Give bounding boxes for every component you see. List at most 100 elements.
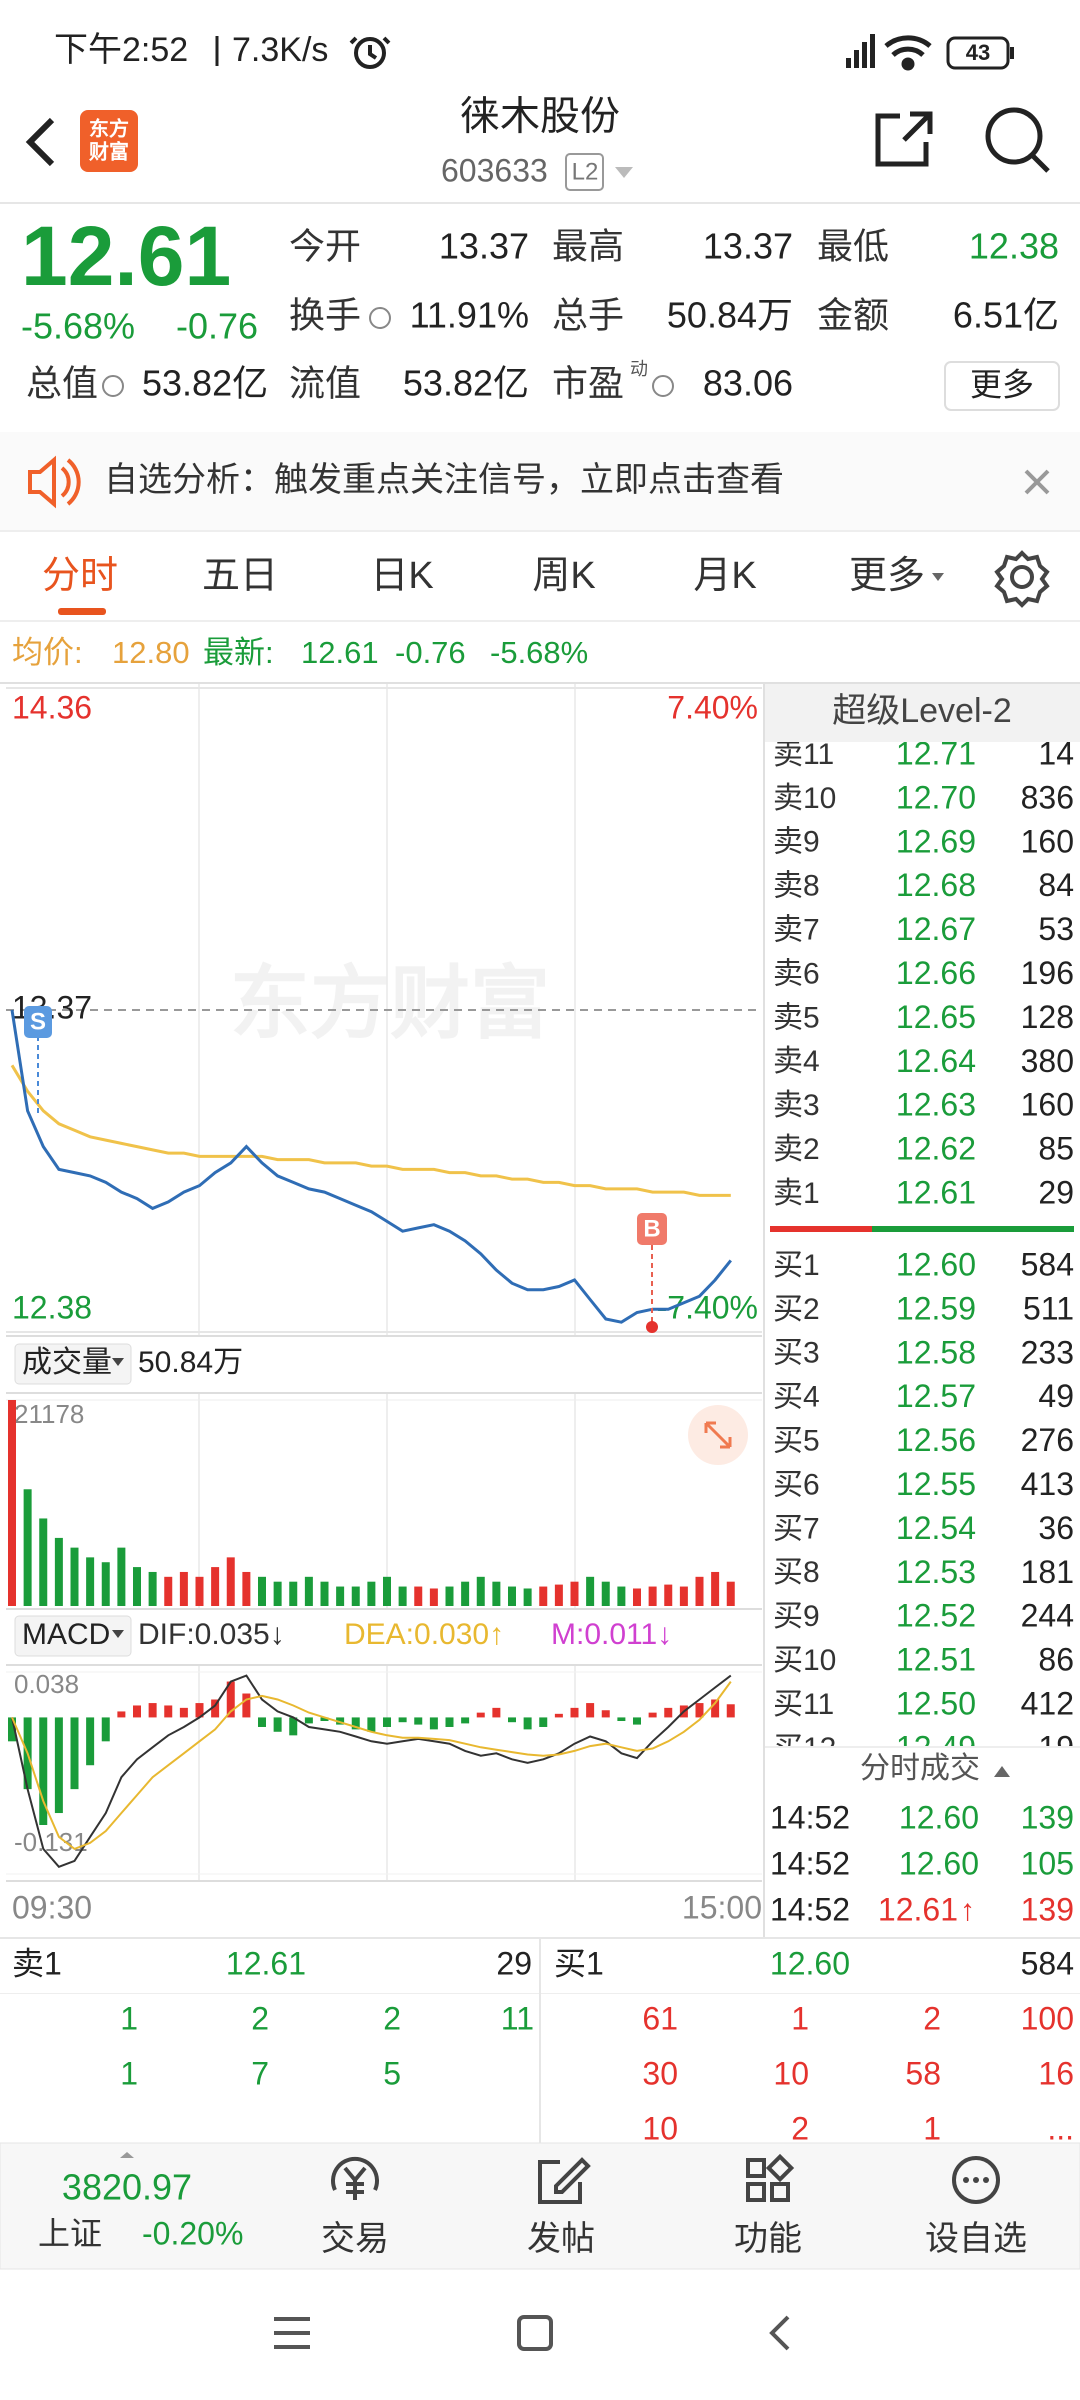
divider [6,1880,762,1882]
tab[interactable]: 五日 [202,555,278,597]
trade-volume: 139 [1021,1799,1074,1835]
tab[interactable]: 周K [532,555,595,597]
stat-label: 总手 [552,295,624,336]
volume-selector[interactable] [14,1343,132,1385]
volume-bar [508,1586,516,1606]
volume-bar [70,1547,79,1606]
function-icon[interactable] [746,2153,795,2202]
level2-header[interactable] [765,684,1080,742]
macd-bar [86,1717,95,1766]
volume-bar [367,1581,376,1606]
volume-bar [242,1571,251,1606]
book-volume: 86 [1038,1642,1074,1678]
depth-volume: 584 [1021,1945,1074,1981]
menu-button[interactable] [274,2317,310,2349]
indicator-selector[interactable] [14,1615,132,1657]
panel-title: 成交量 [22,1346,112,1379]
trade-icon[interactable] [331,2156,379,2200]
depth-cell: 11 [501,2000,534,2036]
book-volume: 29 [1038,1174,1074,1210]
depth-price: 12.61 [226,1945,306,1981]
notice-bar[interactable] [0,432,1080,530]
more-button[interactable] [944,361,1060,411]
divider [539,1939,541,2143]
macd-bar [179,1707,188,1718]
stat-label: 金额 [817,295,889,336]
macd-bar [336,1717,345,1725]
tab[interactable]: 分时 [42,555,118,597]
close-button[interactable] [1024,469,1050,495]
expand-arrow[interactable] [120,2152,134,2158]
y-tick-label: 12.38 [12,1289,92,1325]
tab[interactable]: 更多 [849,555,925,597]
battery [946,36,1010,70]
marker-badge [24,1006,52,1038]
book-volume: 412 [1021,1685,1074,1721]
tab[interactable]: 月K [693,555,756,597]
book-label: 卖11 [773,738,834,771]
depth-cell: ... [1047,2110,1074,2146]
volume-bar [617,1586,626,1606]
stat-label: 今开 [289,226,361,267]
depth-cell: 100 [1021,2000,1074,2036]
book-label: 买1 [773,1249,820,1282]
search-button[interactable] [985,107,1050,173]
book-price: 12.56 [896,1422,976,1458]
index-change: -0.20% [142,2215,243,2251]
macd-bar [226,1681,235,1718]
macd-bar [117,1711,126,1718]
volume-bar [476,1576,485,1606]
expand-button[interactable] [688,1405,748,1465]
macd-bar [461,1717,470,1724]
book-price: 12.70 [896,779,976,815]
back-button[interactable] [25,117,55,167]
book-price: 12.67 [896,911,976,947]
stat-label: 最高 [552,226,624,267]
volume-bar [695,1576,704,1606]
book-volume: 511 [1023,1290,1074,1326]
volume-bar [461,1581,470,1606]
dropdown-arrow[interactable] [932,573,944,581]
back-nav-button[interactable] [769,2315,790,2351]
volume-bar [304,1576,313,1606]
nav-label[interactable]: 设自选 [925,2220,1027,2258]
volume-bar [86,1557,95,1606]
dropdown-arrow[interactable] [615,167,633,178]
macd-bar [70,1717,79,1790]
level2-title: 超级Level-2 [832,692,1012,730]
divider [6,1392,762,1394]
book-price: 12.59 [896,1290,976,1326]
share-button[interactable] [875,111,933,167]
tab[interactable]: 日K [370,555,433,597]
post-icon[interactable] [538,2157,591,2204]
book-volume: 53 [1038,911,1074,947]
nav-label[interactable]: 发帖 [527,2220,595,2258]
legend-label: DEA:0.030↑ [344,1618,504,1651]
trade-volume: 105 [1021,1845,1074,1881]
nav-label[interactable]: 功能 [734,2220,802,2258]
home-button[interactable] [517,2315,553,2351]
book-price: 12.69 [896,823,976,859]
stat-value: 13.37 [439,226,529,267]
info-text: 均价: [12,635,83,670]
info-text: -5.68% [490,635,588,670]
settings-button[interactable] [994,550,1050,608]
trade-arrow: ↑ [960,1894,975,1927]
watchlist-icon[interactable] [952,2156,1000,2204]
macd-bar [554,1713,563,1718]
volume-bar [320,1581,329,1606]
nav-label[interactable]: 交易 [321,2220,389,2258]
logo-text: 东方 [89,116,129,140]
book-volume: 276 [1021,1422,1074,1458]
depth-cell: 2 [251,2000,269,2036]
stat-label: 市盈 [552,363,624,404]
volume-bar [664,1584,673,1606]
book-price: 12.49 [896,1729,976,1765]
y-tick-label: 21178 [14,1399,84,1429]
book-price: 12.53 [896,1554,976,1590]
divider [0,1937,1080,1939]
y2-tick-label: 7.40% [667,689,758,725]
dea-line [11,1681,732,1851]
change-percent: -5.68% [21,306,135,347]
depth-label: 卖1 [12,1945,62,1981]
